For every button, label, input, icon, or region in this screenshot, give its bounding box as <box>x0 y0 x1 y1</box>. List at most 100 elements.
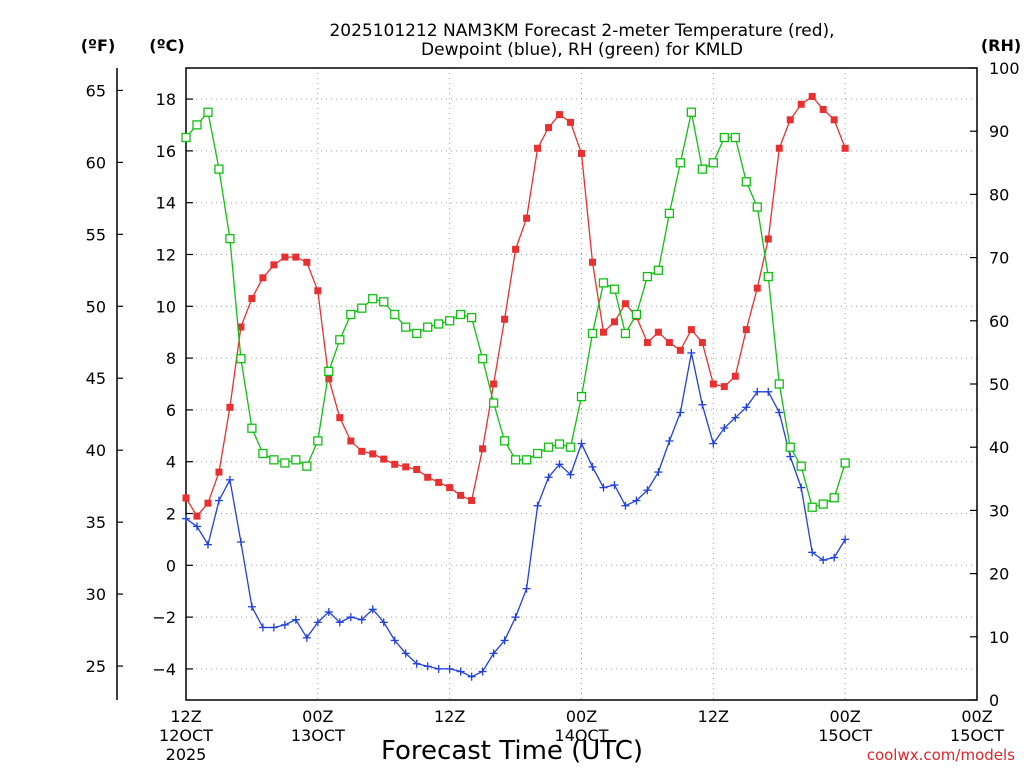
fahrenheit-tick-label: 25 <box>86 657 106 676</box>
time-tick-label: 00Z <box>961 707 992 726</box>
rh-point <box>719 132 729 143</box>
temperature-point <box>665 339 673 347</box>
chart-title-line-2: Dewpoint (blue), RH (green) for KMLD <box>421 40 743 60</box>
rh-point <box>401 322 411 332</box>
celsius-tick-label: 4 <box>166 453 176 472</box>
rh-point <box>818 499 828 509</box>
rh-point <box>752 202 762 212</box>
rh-tick-label: 40 <box>989 438 1009 457</box>
dewpoint-point <box>247 602 256 611</box>
temperature-point <box>479 445 487 453</box>
rh-point <box>434 319 444 329</box>
rh-tick-label: 80 <box>989 185 1009 204</box>
temperature-point <box>523 214 531 222</box>
temperature-point <box>303 258 311 266</box>
rh-point <box>456 309 466 320</box>
temperature-point <box>358 447 366 455</box>
temperature-point <box>512 245 520 253</box>
temperature-point <box>226 403 234 411</box>
temperature-point <box>380 455 388 463</box>
rh-point <box>587 328 598 339</box>
dewpoint-point <box>665 436 674 445</box>
rh-tick-label: 30 <box>989 501 1009 520</box>
dewpoint-point <box>192 522 201 531</box>
dewpoint-point <box>577 439 586 448</box>
fahrenheit-tick-label: 55 <box>86 225 106 244</box>
temperature-point <box>687 326 695 334</box>
dewpoint-point <box>786 452 795 461</box>
dewpoint-point <box>533 501 542 510</box>
celsius-tick-label: −2 <box>152 608 176 627</box>
rh-point <box>346 309 356 320</box>
dewpoint-point <box>720 424 729 433</box>
temperature-point <box>610 318 618 326</box>
rh-tick-label: 10 <box>989 628 1009 647</box>
temperature-point <box>599 328 607 336</box>
temperature-point <box>336 414 344 422</box>
rh-point <box>324 366 334 377</box>
temperature-point <box>753 284 761 292</box>
temperature-point <box>588 258 596 266</box>
dewpoint-point <box>555 460 564 469</box>
rh-point <box>499 436 510 446</box>
rh-point <box>181 132 191 143</box>
dewpoint-point <box>698 400 707 409</box>
dewpoint-point <box>467 672 476 681</box>
fahrenheit-tick-label: 65 <box>86 81 106 100</box>
celsius-tick-label: 2 <box>166 505 176 524</box>
rh-point <box>477 354 488 364</box>
dewpoint-point <box>588 462 597 471</box>
temperature-point <box>248 295 256 303</box>
temperature-point <box>534 144 542 152</box>
temperature-point <box>325 375 333 383</box>
celsius-tick-label: 0 <box>166 556 176 575</box>
fahrenheit-tick-label: 50 <box>86 297 106 316</box>
fahrenheit-unit-label: (ºF) <box>81 36 116 55</box>
celsius-tick-label: 8 <box>166 349 176 368</box>
rh-tick-label: 90 <box>989 122 1009 141</box>
dewpoint-point <box>775 408 784 417</box>
rh-point <box>796 461 806 471</box>
dewpoint-point <box>819 556 828 565</box>
temperature-point <box>567 118 575 126</box>
rh-point <box>291 455 301 465</box>
rh-point <box>708 158 718 168</box>
rh-point <box>565 442 576 452</box>
dewpoint-point <box>346 613 355 622</box>
rh-point <box>631 309 642 320</box>
rh-point <box>554 439 565 449</box>
rh-point <box>445 316 455 326</box>
dewpoint-point <box>269 623 278 632</box>
temperature-point <box>402 463 410 471</box>
rh-point <box>620 328 631 339</box>
dewpoint-point <box>753 387 762 396</box>
dewpoint-point <box>687 348 696 357</box>
rh-point <box>543 442 554 452</box>
rh-point <box>807 502 817 512</box>
temperature-point <box>621 300 629 308</box>
celsius-tick-label: 14 <box>156 194 176 213</box>
time-tick-date: 12OCT <box>159 726 213 745</box>
dewpoint-point <box>357 615 366 624</box>
credit-text: coolwx.com/models <box>867 746 1015 764</box>
rh-tick-label: 100 <box>989 59 1020 78</box>
dewpoint-point <box>742 403 751 412</box>
dewpoint-point <box>731 413 740 422</box>
temperature-point <box>764 235 772 243</box>
rh-point <box>236 354 246 364</box>
dewpoint-point <box>797 483 806 492</box>
temperature-point <box>698 339 706 347</box>
rh-line <box>185 110 846 509</box>
temperature-point <box>446 484 454 492</box>
rh-point <box>269 455 279 465</box>
dewpoint-point <box>709 439 718 448</box>
rh-series <box>181 107 850 512</box>
dewpoint-point <box>478 667 487 676</box>
rh-tick-label: 20 <box>989 565 1009 584</box>
dewpoint-series <box>182 348 850 681</box>
temperature-point <box>797 100 805 108</box>
rh-point <box>379 297 389 307</box>
dewpoint-point <box>841 535 850 544</box>
dewpoint-point <box>335 618 344 627</box>
rh-point <box>730 132 740 143</box>
